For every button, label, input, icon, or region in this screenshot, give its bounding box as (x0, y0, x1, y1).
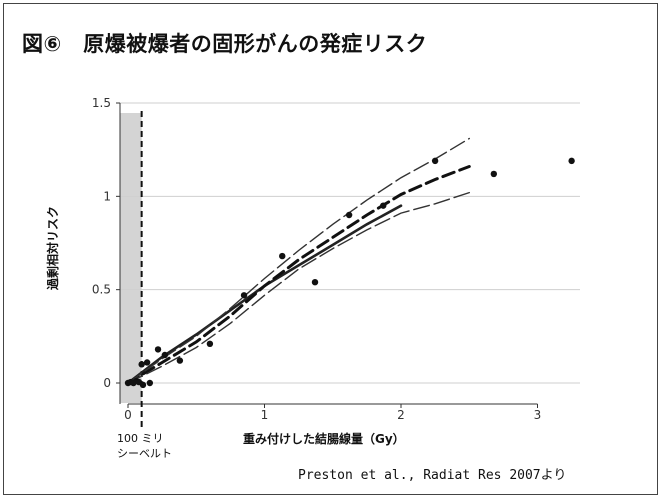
data-point (143, 359, 151, 366)
series-line-thick-dashed (126, 165, 471, 385)
y-tick-label: 1 (103, 189, 111, 203)
data-point (240, 292, 248, 299)
x-axis-label: 重み付けした結腸線量（Gy） (243, 432, 405, 446)
data-point (146, 379, 154, 387)
data-point (311, 279, 319, 286)
data-point (206, 340, 214, 347)
data-point (176, 357, 184, 364)
y-axis-label: 過剰相対リスク (46, 205, 60, 290)
data-point (161, 351, 169, 359)
series-line-thin-dashed-upper (127, 137, 470, 384)
data-point (138, 361, 145, 368)
y-tick-label: 0.5 (92, 283, 111, 297)
data-point (345, 211, 353, 219)
data-point (154, 346, 162, 353)
x-tick-label: 0 (124, 408, 132, 422)
series-line-solid (126, 204, 403, 385)
y-tick-label: 0 (103, 376, 111, 390)
data-point (139, 381, 147, 389)
x-tick-label: 1 (261, 408, 269, 422)
data-point (279, 252, 286, 260)
series-line-thin-dashed-lower (127, 191, 470, 384)
x-tick-label: 3 (534, 408, 542, 422)
x-tick-label: 2 (397, 408, 405, 422)
data-point (380, 202, 387, 209)
shaded-region (120, 113, 142, 403)
figure-title: 図⑥ 原爆被爆者の固形がんの発症リスク (22, 32, 428, 56)
y-tick-label: 1.5 (92, 96, 111, 110)
figure-frame (3, 3, 658, 495)
data-point (431, 157, 439, 165)
data-point (568, 157, 575, 165)
source-citation: Preston et al., Radiat Res 2007より (298, 468, 567, 483)
data-point (490, 170, 498, 178)
threshold-label: 100 ミリ シーベルト (117, 432, 172, 460)
